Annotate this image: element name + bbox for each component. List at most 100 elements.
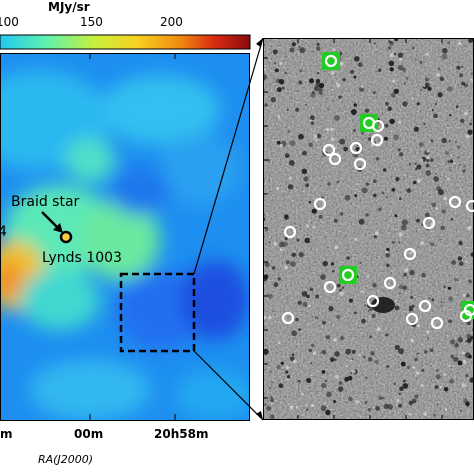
background-star — [467, 129, 473, 135]
background-speck — [354, 237, 358, 241]
background-star — [431, 202, 436, 208]
background-star — [394, 214, 398, 218]
background-star — [450, 339, 456, 345]
background-star — [343, 146, 348, 152]
background-star — [409, 269, 415, 276]
background-star — [440, 301, 443, 304]
background-star — [401, 219, 408, 226]
background-star — [373, 179, 377, 184]
background-speck — [395, 300, 398, 303]
background-star — [316, 42, 320, 46]
background-star — [408, 400, 413, 405]
background-star — [437, 67, 441, 71]
background-star — [280, 361, 284, 365]
background-star — [453, 356, 459, 363]
background-star — [284, 71, 288, 75]
background-star — [414, 394, 419, 399]
background-star — [370, 351, 375, 356]
background-star — [306, 408, 309, 411]
background-star — [291, 330, 298, 337]
background-speck — [330, 137, 335, 141]
background-star — [447, 41, 450, 45]
infrared-map — [0, 53, 250, 421]
background-star — [447, 86, 453, 92]
background-speck — [399, 57, 403, 61]
source-circle — [322, 143, 336, 157]
background-speck — [277, 115, 281, 118]
background-speck — [332, 48, 336, 51]
background-star — [276, 140, 281, 145]
background-star — [459, 335, 462, 338]
background-star — [459, 409, 462, 412]
background-star — [338, 95, 342, 99]
background-star — [393, 382, 397, 386]
source-circle — [448, 195, 462, 209]
zoom-connector-top — [193, 37, 264, 275]
background-star — [461, 81, 466, 86]
background-speck — [325, 127, 330, 132]
background-star — [311, 91, 315, 95]
background-star — [263, 274, 269, 280]
background-star — [434, 385, 439, 389]
background-star — [448, 319, 453, 324]
background-star — [398, 403, 403, 408]
background-star — [375, 156, 380, 161]
background-star — [393, 88, 399, 95]
background-star — [315, 294, 320, 299]
background-star — [348, 298, 353, 303]
braid-star-label: Braid star — [11, 194, 80, 210]
background-speck — [421, 343, 423, 346]
background-star — [364, 376, 368, 380]
background-star — [437, 92, 443, 98]
background-star — [338, 381, 343, 385]
background-speck — [416, 178, 421, 183]
background-star — [365, 213, 369, 217]
background-star — [368, 137, 372, 141]
background-speck — [335, 82, 338, 85]
background-speck — [351, 369, 356, 374]
background-speck — [333, 338, 337, 342]
background-star — [263, 348, 269, 355]
background-star — [402, 101, 408, 107]
source-circle — [323, 280, 337, 294]
background-star — [449, 114, 452, 117]
background-star — [322, 320, 326, 325]
background-star — [329, 357, 335, 362]
background-speck — [420, 241, 424, 245]
source-circle — [465, 199, 474, 213]
background-speck — [412, 366, 416, 369]
background-star — [460, 118, 465, 124]
background-star — [449, 159, 454, 163]
background-star — [304, 237, 311, 244]
background-star — [285, 370, 289, 374]
background-speck — [366, 275, 370, 278]
background-star — [372, 91, 376, 95]
source-circle — [283, 225, 297, 239]
background-star — [454, 278, 458, 282]
background-star — [303, 176, 309, 182]
background-star — [387, 404, 393, 410]
background-star — [421, 223, 424, 226]
background-star — [411, 398, 417, 404]
background-speck — [358, 354, 360, 357]
background-speck — [423, 84, 426, 87]
background-star — [287, 184, 294, 190]
background-star — [412, 46, 415, 50]
connector-arrowhead-top — [256, 38, 263, 47]
background-speck — [444, 408, 448, 411]
background-star — [443, 387, 449, 392]
background-speck — [278, 341, 281, 345]
background-star — [364, 304, 367, 307]
background-speck — [447, 177, 450, 181]
background-star — [298, 328, 301, 331]
background-star — [457, 145, 461, 149]
background-star — [390, 93, 396, 98]
connector-arrowhead-bottom — [256, 411, 263, 420]
background-star — [447, 286, 451, 290]
background-star — [321, 382, 327, 389]
background-star — [391, 187, 396, 192]
background-speck — [330, 127, 334, 132]
source-circle — [459, 309, 473, 323]
background-star — [389, 118, 395, 125]
